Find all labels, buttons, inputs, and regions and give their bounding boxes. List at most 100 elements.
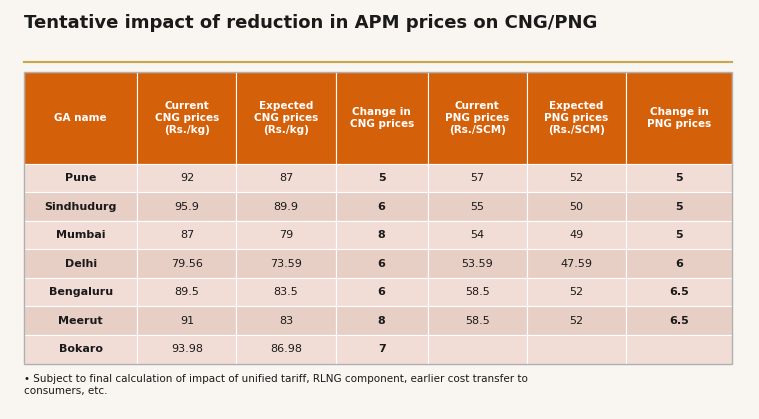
Bar xyxy=(335,249,427,278)
Text: 6: 6 xyxy=(378,202,386,212)
Bar xyxy=(335,306,427,335)
Text: 93.98: 93.98 xyxy=(171,344,203,354)
Bar xyxy=(626,72,732,164)
Bar xyxy=(427,249,527,278)
Bar xyxy=(427,306,527,335)
Bar xyxy=(626,164,732,192)
Text: Current
CNG prices
(Rs./kg): Current CNG prices (Rs./kg) xyxy=(155,101,219,134)
Bar xyxy=(427,72,527,164)
Text: 6.5: 6.5 xyxy=(669,287,689,297)
Bar xyxy=(427,278,527,306)
Bar xyxy=(237,192,335,221)
Text: 91: 91 xyxy=(180,316,194,326)
Text: 79.56: 79.56 xyxy=(171,259,203,269)
Bar xyxy=(427,221,527,249)
Bar xyxy=(626,192,732,221)
Text: 86.98: 86.98 xyxy=(270,344,302,354)
Bar xyxy=(527,164,626,192)
Text: 52: 52 xyxy=(569,173,584,183)
Bar xyxy=(335,221,427,249)
Text: 52: 52 xyxy=(569,287,584,297)
Text: Sindhudurg: Sindhudurg xyxy=(45,202,117,212)
Text: 95.9: 95.9 xyxy=(175,202,200,212)
Text: 5: 5 xyxy=(676,173,683,183)
Bar xyxy=(237,306,335,335)
Bar xyxy=(24,221,137,249)
Bar xyxy=(335,278,427,306)
Text: 50: 50 xyxy=(569,202,584,212)
Text: 55: 55 xyxy=(471,202,484,212)
Bar xyxy=(137,192,237,221)
Bar xyxy=(527,249,626,278)
Bar xyxy=(335,335,427,364)
Text: 47.59: 47.59 xyxy=(560,259,593,269)
Bar xyxy=(527,278,626,306)
Bar xyxy=(237,278,335,306)
Text: 83: 83 xyxy=(279,316,293,326)
Text: 57: 57 xyxy=(470,173,484,183)
Bar xyxy=(137,164,237,192)
Bar xyxy=(237,249,335,278)
Bar xyxy=(137,72,237,164)
Bar xyxy=(527,192,626,221)
Bar xyxy=(527,335,626,364)
Text: 52: 52 xyxy=(569,316,584,326)
Text: 92: 92 xyxy=(180,173,194,183)
Bar xyxy=(24,335,137,364)
Text: 54: 54 xyxy=(470,230,484,240)
Text: Change in
CNG prices: Change in CNG prices xyxy=(349,107,414,129)
Bar xyxy=(24,278,137,306)
Text: 5: 5 xyxy=(676,230,683,240)
Bar xyxy=(24,72,137,164)
Text: 79: 79 xyxy=(279,230,293,240)
Bar xyxy=(427,164,527,192)
Text: 8: 8 xyxy=(378,316,386,326)
Bar xyxy=(137,335,237,364)
Text: Meerut: Meerut xyxy=(58,316,103,326)
Text: Mumbai: Mumbai xyxy=(56,230,106,240)
Bar xyxy=(626,221,732,249)
Text: 87: 87 xyxy=(279,173,293,183)
Text: Change in
PNG prices: Change in PNG prices xyxy=(647,107,711,129)
Bar xyxy=(527,72,626,164)
Text: Bengaluru: Bengaluru xyxy=(49,287,113,297)
Text: Pune: Pune xyxy=(65,173,96,183)
Bar xyxy=(137,306,237,335)
Bar xyxy=(335,164,427,192)
Text: GA name: GA name xyxy=(55,113,107,123)
Text: 89.9: 89.9 xyxy=(273,202,298,212)
Bar xyxy=(24,192,137,221)
Bar xyxy=(237,221,335,249)
Bar xyxy=(527,221,626,249)
Text: 87: 87 xyxy=(180,230,194,240)
Bar xyxy=(237,164,335,192)
Text: 58.5: 58.5 xyxy=(465,316,490,326)
Text: • Subject to final calculation of impact of unified tariff, RLNG component, earl: • Subject to final calculation of impact… xyxy=(24,374,528,396)
Text: 6: 6 xyxy=(676,259,683,269)
Text: Expected
CNG prices
(Rs./kg): Expected CNG prices (Rs./kg) xyxy=(254,101,318,134)
Bar xyxy=(237,72,335,164)
Bar xyxy=(427,192,527,221)
Text: 83.5: 83.5 xyxy=(274,287,298,297)
Bar xyxy=(137,221,237,249)
Text: 7: 7 xyxy=(378,344,386,354)
Text: 8: 8 xyxy=(378,230,386,240)
Bar xyxy=(24,306,137,335)
Text: 53.59: 53.59 xyxy=(461,259,493,269)
Bar xyxy=(24,164,137,192)
Bar xyxy=(24,249,137,278)
Bar xyxy=(137,278,237,306)
Bar xyxy=(626,278,732,306)
Text: Current
PNG prices
(Rs./SCM): Current PNG prices (Rs./SCM) xyxy=(445,101,509,134)
Text: Expected
PNG prices
(Rs./SCM): Expected PNG prices (Rs./SCM) xyxy=(544,101,609,134)
Text: Tentative impact of reduction in APM prices on CNG/PNG: Tentative impact of reduction in APM pri… xyxy=(24,14,597,32)
Text: 58.5: 58.5 xyxy=(465,287,490,297)
Bar xyxy=(24,72,732,364)
Text: 73.59: 73.59 xyxy=(270,259,302,269)
Text: 6: 6 xyxy=(378,259,386,269)
Bar xyxy=(626,249,732,278)
Text: 6.5: 6.5 xyxy=(669,316,689,326)
Text: Bokaro: Bokaro xyxy=(58,344,102,354)
Bar xyxy=(626,306,732,335)
Text: 5: 5 xyxy=(378,173,386,183)
